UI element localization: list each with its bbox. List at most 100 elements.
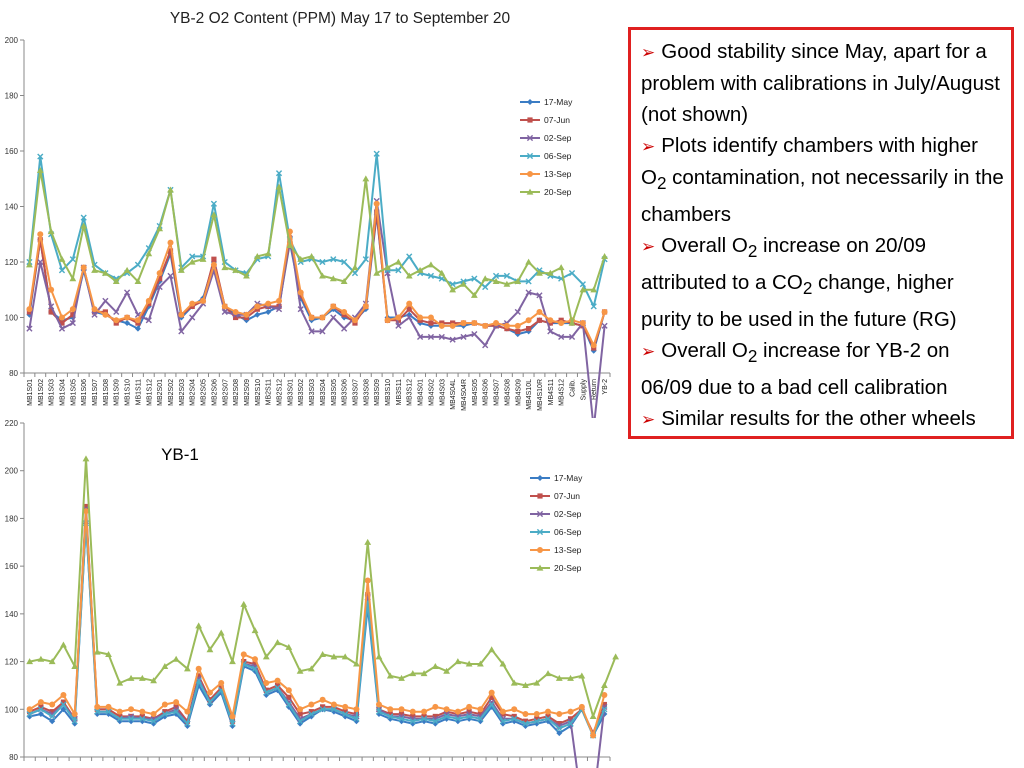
legend-entry: 02-Sep (530, 509, 582, 519)
data-point (319, 706, 326, 713)
data-point (503, 322, 510, 329)
data-point (26, 706, 33, 713)
data-point (395, 314, 402, 321)
data-point (536, 510, 544, 518)
legend-label: 13-Sep (554, 545, 582, 555)
data-point (443, 713, 450, 720)
data-point (466, 703, 473, 710)
data-point (362, 256, 369, 263)
data-point (189, 253, 196, 260)
series-02-Sep (26, 197, 608, 418)
data-point (511, 706, 518, 713)
data-point (105, 708, 112, 715)
data-point (91, 306, 98, 313)
data-point (161, 710, 168, 718)
data-point (82, 508, 89, 515)
data-point (428, 320, 434, 326)
data-point (188, 258, 196, 265)
data-point (233, 314, 239, 321)
data-point (398, 715, 405, 722)
data-point (536, 269, 543, 276)
y-tick-label: 100 (5, 705, 19, 714)
data-point (134, 317, 141, 324)
data-point (320, 704, 326, 710)
data-point (210, 261, 217, 268)
x-tick-label: Calib. (570, 379, 577, 397)
legend-label: 13-Sep (544, 169, 572, 179)
data-point (533, 711, 540, 718)
data-point (60, 641, 67, 648)
data-point (26, 658, 34, 665)
x-tick-label: MB3S10 (385, 379, 392, 406)
x-tick-label: MB1S06 (81, 379, 88, 406)
data-point (117, 713, 123, 720)
data-point (48, 309, 54, 315)
data-point (342, 710, 349, 718)
data-point (556, 730, 563, 737)
data-point (80, 214, 87, 221)
data-point (449, 286, 457, 293)
data-point (432, 718, 439, 725)
data-point (252, 656, 259, 663)
x-tick-label: MB3S11 (396, 379, 403, 405)
data-point (330, 256, 337, 263)
data-point (177, 266, 185, 273)
data-point (409, 718, 416, 725)
data-point (556, 725, 563, 732)
data-point (274, 682, 281, 689)
data-point (297, 720, 304, 727)
data-point (499, 708, 506, 715)
x-tick-label: MB1S04 (59, 379, 66, 406)
data-point (600, 682, 608, 689)
note-bullet-3: ➢ Overall O2 increase on 20/09 attributed… (641, 234, 957, 332)
data-point (567, 716, 574, 722)
data-point (499, 660, 507, 667)
y-tick-label: 120 (5, 258, 19, 267)
data-point (488, 701, 495, 708)
data-point (48, 303, 55, 310)
x-tick-label: MB2S03 (179, 379, 186, 406)
data-point (37, 258, 44, 266)
data-point (275, 170, 283, 177)
data-point (308, 314, 315, 321)
data-point (353, 706, 360, 713)
data-point (421, 713, 427, 720)
data-point (568, 333, 576, 341)
data-point (102, 311, 109, 318)
data-point (406, 253, 413, 260)
data-point (525, 317, 532, 324)
data-point (409, 720, 416, 727)
legend-label: 17-May (544, 97, 573, 107)
data-point (49, 701, 56, 708)
data-point (590, 286, 598, 293)
data-point (49, 709, 55, 715)
legend-entry: 02-Sep (520, 133, 572, 143)
data-point (460, 320, 467, 327)
data-point (568, 319, 576, 326)
data-point (375, 701, 382, 708)
data-point (384, 264, 391, 271)
x-tick-label: MB2S06 (211, 379, 218, 406)
data-point (470, 291, 478, 298)
y-tick-label: 180 (5, 514, 19, 523)
data-point (297, 706, 304, 713)
data-point (229, 658, 236, 665)
data-point (274, 684, 281, 691)
data-point (579, 320, 586, 327)
data-point (533, 720, 540, 727)
y-tick-label: 140 (5, 610, 19, 619)
chart-title: YB-2 O2 Content (PPM) May 17 to Septembe… (170, 10, 511, 27)
x-tick-label: MB3S08 (363, 379, 370, 406)
data-point (330, 706, 337, 713)
data-point (481, 275, 489, 282)
x-tick-label: MB3S09 (374, 379, 381, 406)
data-point (36, 167, 44, 174)
data-point (37, 655, 45, 662)
data-point (69, 319, 76, 327)
x-tick-label: MB2S04 (190, 379, 197, 406)
data-point (578, 703, 585, 710)
data-point (274, 639, 281, 646)
data-point (145, 317, 152, 324)
y-tick-label: 160 (5, 147, 19, 156)
x-tick-label: MB3S01 (287, 379, 294, 406)
